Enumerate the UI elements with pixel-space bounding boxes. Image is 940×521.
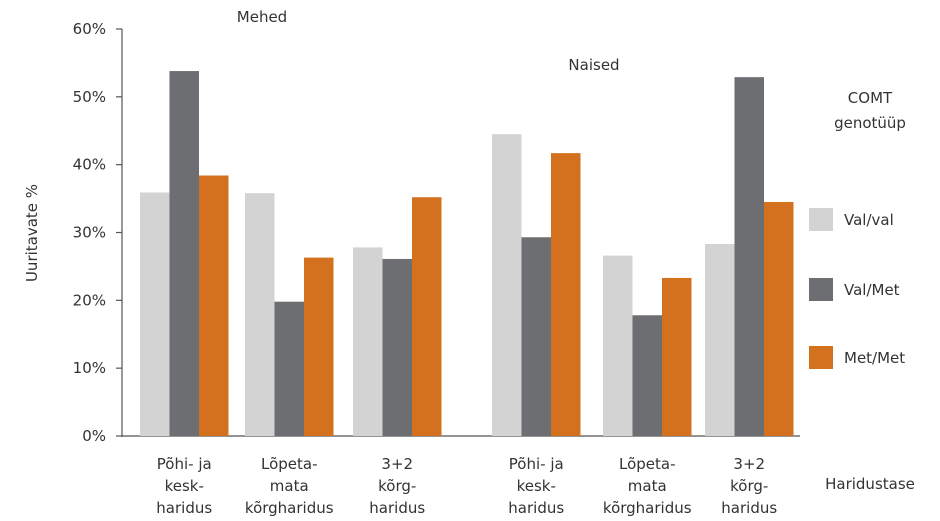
legend-swatch [809,346,833,369]
bars [140,71,794,436]
x-tick-label: Põhi- ja [509,455,564,473]
bar-met-met [304,257,334,436]
x-tick-label: haridus [156,499,212,517]
bar-val-val [245,193,275,436]
bar-val-val [492,134,522,436]
y-tick-label: 30% [73,224,106,242]
bar-val-met [632,315,662,436]
bar-met-met [764,201,794,436]
bar-met-met [551,153,581,436]
legend-label: Val/val [844,211,894,229]
bar-val-met [734,77,764,436]
bar-val-met [274,301,304,436]
x-tick-label: 3+2 [381,455,413,473]
x-tick-label: Lõpeta- [261,455,318,473]
x-tick-label: kesk- [165,477,204,495]
x-tick-label: kõrg- [378,477,416,495]
x-tick-label: Põhi- ja [157,455,212,473]
y-tick-label: 50% [73,88,106,106]
bar-val-val [353,247,383,436]
legend-title: genotüüp [834,114,906,132]
x-tick-label: haridus [508,499,564,517]
bar-val-val [140,192,170,436]
bar-val-val [705,244,735,436]
bar-val-met [521,237,551,436]
x-tick-label: kõrgharidus [245,499,334,517]
x-tick-label: 3+2 [733,455,765,473]
legend-swatch [809,208,833,231]
legend-swatch [809,278,833,301]
legend-title: COMT [848,89,893,107]
y-tick-label: 40% [73,156,106,174]
bar-met-met [412,197,442,436]
bar-met-met [199,175,229,436]
group-title: Naised [568,56,619,74]
legend-label: Met/Met [844,349,905,367]
group-title: Mehed [237,8,287,26]
bar-val-met [382,258,412,436]
x-axis-title: Haridustase [825,475,915,493]
x-tick-label: mata [270,477,309,495]
x-tick-label: haridus [369,499,425,517]
x-tick-label: kõrg- [730,477,768,495]
x-tick-label: haridus [721,499,777,517]
labels: 0% 10% 20% 30% 40% 50% 60% Uuritavate % Haridust… [23,8,915,517]
x-tick-label: Lõpeta- [619,455,676,473]
y-tick-label: 60% [73,20,106,38]
y-tick-label: 20% [73,291,106,309]
x-tick-label: mata [628,477,667,495]
y-tick-label: 10% [73,359,106,377]
x-tick-label: kesk- [517,477,556,495]
legend: COMT genotüüp Val/val Val/Met Met/Met [809,89,906,369]
y-axis-title: Uuritavate % [23,184,41,282]
bar-val-met [169,71,199,436]
bar-val-val [603,255,633,436]
legend-label: Val/Met [844,281,900,299]
bar-met-met [662,277,692,436]
x-tick-label: kõrgharidus [603,499,692,517]
y-tick-label: 0% [82,427,106,445]
